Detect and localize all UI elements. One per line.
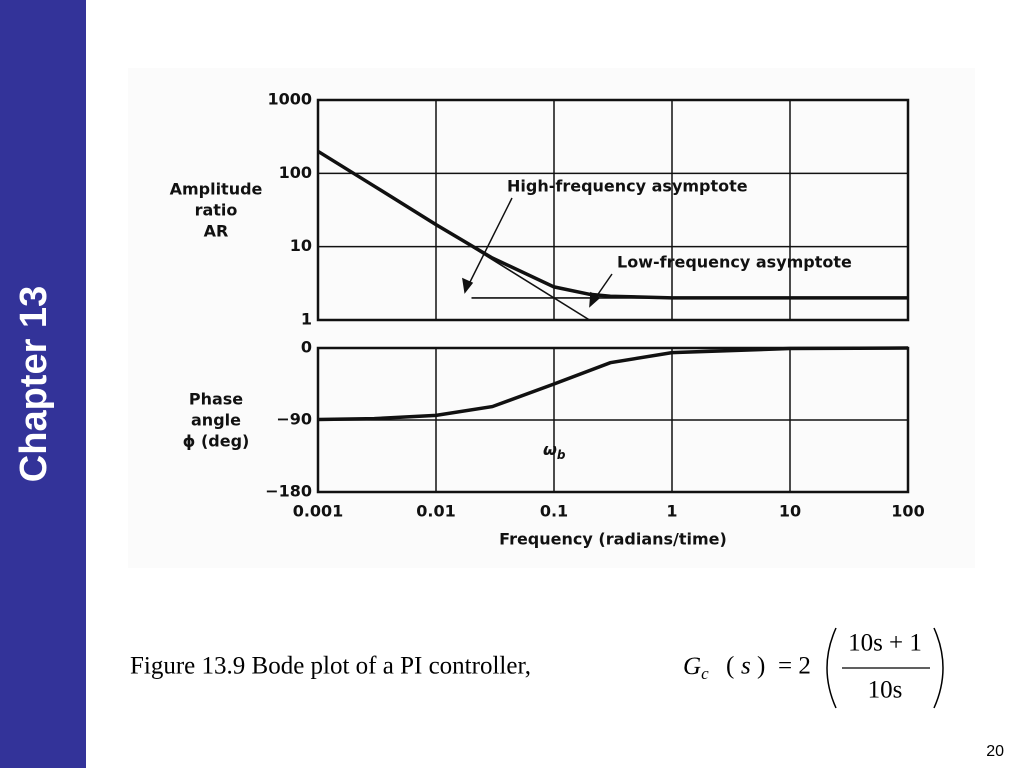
y-axis-label: Amplitude bbox=[170, 180, 263, 199]
big-paren bbox=[826, 627, 837, 709]
annotation: Low-frequency asymptote bbox=[617, 253, 852, 272]
g-sub: c bbox=[701, 664, 709, 683]
y-tick-label: −180 bbox=[265, 482, 312, 501]
x-axis-label: Frequency (radians/time) bbox=[499, 530, 727, 549]
y-tick-label: 100 bbox=[279, 163, 312, 182]
figure-background bbox=[128, 68, 975, 568]
g: G bbox=[683, 653, 701, 680]
y-axis-label: Phase bbox=[189, 390, 243, 409]
y-tick-label: 0 bbox=[301, 338, 312, 357]
sidebar-label: Chapter 13 bbox=[13, 286, 55, 482]
annotation: ωb bbox=[543, 440, 566, 462]
caption: Figure 13.9 Bode plot of a PI controller… bbox=[130, 653, 531, 680]
equation-arg: s bbox=[741, 653, 751, 680]
x-tick-label: 1 bbox=[666, 502, 677, 521]
x-tick-label: 0.001 bbox=[293, 502, 344, 521]
big-paren bbox=[933, 627, 944, 709]
y-axis-label: angle bbox=[191, 411, 241, 430]
x-tick-label: 0.1 bbox=[540, 502, 568, 521]
equation-coef: = 2 bbox=[778, 653, 811, 680]
y-tick-label: 1 bbox=[301, 310, 312, 329]
arrows bbox=[462, 197, 613, 308]
x-tick-label: 0.01 bbox=[416, 502, 455, 521]
x-tick-label: 100 bbox=[891, 502, 924, 521]
equation-lhs: Gc bbox=[683, 653, 709, 683]
paren: ( bbox=[726, 653, 734, 680]
plot-frame bbox=[316, 98, 910, 322]
y-tick-label: 10 bbox=[290, 236, 312, 255]
y-axis-label: ratio bbox=[195, 201, 238, 220]
denominator: 10s bbox=[868, 677, 903, 704]
paren: ) bbox=[757, 653, 765, 680]
y-axis-label: AR bbox=[204, 222, 229, 241]
x-tick-label: 10 bbox=[779, 502, 801, 521]
plot-frame bbox=[316, 346, 910, 494]
annotation-text: ω bbox=[543, 440, 557, 459]
y-axis-label: ϕ (deg) bbox=[183, 432, 250, 451]
curve bbox=[317, 346, 909, 422]
annotation: High-frequency asymptote bbox=[507, 177, 748, 196]
y-tick-label: 1000 bbox=[267, 90, 312, 109]
annotation-subscript: b bbox=[557, 448, 566, 462]
numerator: 10s + 1 bbox=[848, 630, 922, 657]
y-tick-label: −90 bbox=[276, 410, 312, 429]
curve bbox=[317, 150, 590, 321]
page-number: 20 bbox=[986, 743, 1004, 760]
sidebar bbox=[0, 0, 86, 768]
